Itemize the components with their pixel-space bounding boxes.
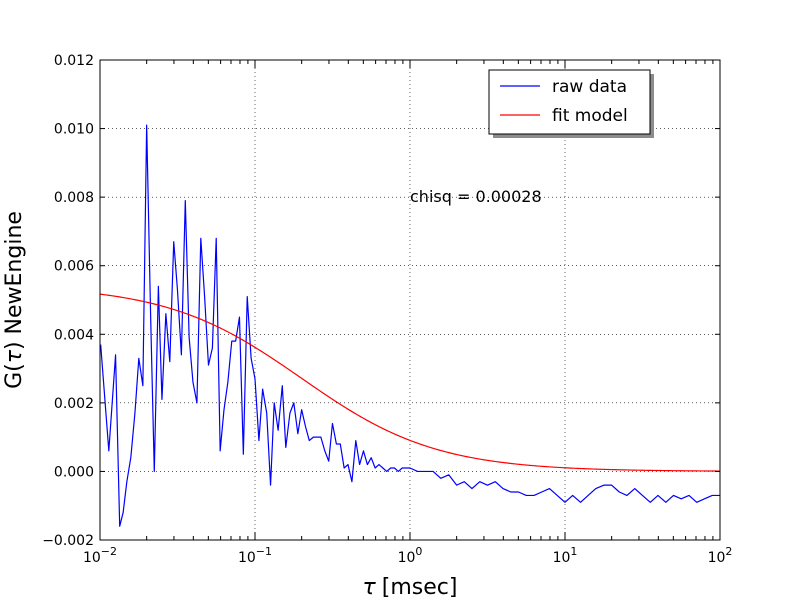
x-tick-label: 100 [398, 545, 423, 566]
x-tick-label: 10−2 [83, 545, 117, 566]
legend: raw data fit model [488, 69, 654, 138]
y-tick-label: 0.012 [54, 53, 94, 69]
tick-labels: −0.002 0.000 0.002 0.004 0.006 0.008 0.010 0.01… [42, 53, 732, 566]
y-axis-title: G(τ) NewEngine [2, 211, 27, 389]
y-axis-symbol: τ [2, 349, 27, 363]
y-tick-label: 0.000 [54, 464, 94, 480]
y-axis-prefix: G( [2, 363, 27, 389]
x-tick-label: 10−1 [238, 545, 272, 566]
series-line-raw-data [100, 124, 720, 527]
series-lines [100, 124, 720, 527]
x-axis-title: τ [msec] [363, 575, 458, 600]
x-tick-label: 101 [553, 545, 578, 566]
y-tick-label: −0.002 [42, 533, 94, 549]
x-axis-unit: [msec] [382, 575, 458, 600]
axis-ticks [99, 59, 721, 541]
y-tick-label: 0.002 [54, 396, 94, 412]
legend-label-fit-model: fit model [552, 106, 628, 126]
x-tick-label: 102 [708, 545, 733, 566]
legend-box [488, 69, 651, 135]
y-tick-label: 0.004 [54, 327, 94, 343]
y-axis-suffix: ) NewEngine [2, 211, 27, 350]
y-tick-label: 0.010 [54, 122, 94, 138]
y-tick-label: 0.008 [54, 190, 94, 206]
series-line-fit-model [100, 293, 720, 472]
y-tick-label: 0.006 [54, 259, 94, 275]
x-axis-symbol: τ [363, 575, 377, 600]
legend-label-raw-data: raw data [552, 77, 627, 97]
chisq-annotation: chisq = 0.00028 [410, 187, 542, 206]
